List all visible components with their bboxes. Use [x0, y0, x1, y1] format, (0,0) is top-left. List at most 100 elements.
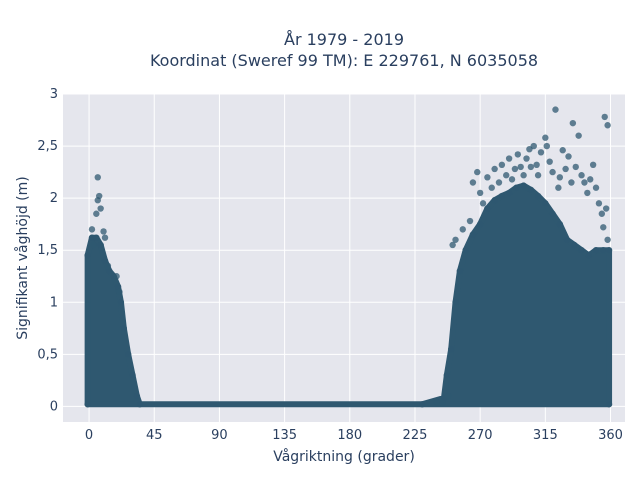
scatter-point: [106, 267, 113, 275]
scatter-point: [511, 165, 519, 173]
scatter-point: [474, 168, 481, 176]
scatter-point: [572, 163, 579, 171]
scatter-point: [520, 172, 527, 179]
scatter-point: [585, 252, 592, 259]
x-tick-label: 90: [211, 428, 228, 443]
scatter-point: [571, 241, 578, 249]
scatter-point: [419, 401, 426, 408]
x-tick-label: 45: [146, 428, 163, 443]
scatter-point: [520, 182, 527, 189]
scatter-point: [469, 231, 477, 238]
scatter-point: [445, 392, 452, 400]
scatter-point: [97, 241, 104, 249]
scatter-point: [556, 174, 564, 181]
scatter-point: [605, 246, 613, 254]
scatter-point: [439, 400, 446, 407]
scatter-point: [114, 283, 122, 290]
scatter-point: [476, 220, 484, 228]
scatter-point: [543, 142, 550, 150]
y-tick-label: 0: [50, 399, 58, 414]
scatter-point: [604, 236, 611, 243]
scatter-point: [542, 134, 549, 141]
scatter-point: [602, 205, 610, 212]
scatter-point: [120, 325, 128, 332]
scatter-point: [562, 165, 569, 173]
scatter-point: [546, 158, 553, 165]
scatter-point: [505, 189, 513, 197]
y-axis-title: Signifikant våghöjd (m): [14, 176, 31, 339]
scatter-point: [505, 155, 513, 162]
scatter-point: [514, 151, 522, 158]
scatter-point: [513, 184, 520, 191]
scatter-point: [549, 168, 556, 176]
chart-title-line2: Koordinat (Sweref 99 TM): E 229761, N 60…: [150, 51, 538, 70]
scatter-point: [90, 241, 97, 249]
scatter-point: [447, 345, 455, 353]
scatter-point: [589, 161, 597, 169]
scatter-point: [124, 351, 132, 358]
scatter-point: [559, 147, 566, 154]
x-tick-label: 135: [272, 428, 297, 443]
x-tick-label: 270: [468, 428, 493, 443]
scatter-point: [456, 267, 464, 275]
data-points: [84, 106, 613, 408]
scatter-point: [508, 176, 516, 183]
scatter-point: [542, 200, 549, 207]
scatter-point: [503, 172, 510, 179]
scatter-point: [498, 192, 506, 200]
scatter-point: [581, 179, 588, 186]
scatter-point: [476, 189, 484, 197]
y-tick-label: 1,5: [37, 243, 58, 258]
y-tick-label: 1: [50, 295, 58, 310]
scatter-point: [565, 153, 572, 160]
scatter-point: [592, 246, 600, 254]
scatter-point: [93, 210, 100, 217]
scatter-point: [584, 189, 591, 197]
scatter-point: [452, 299, 459, 306]
scatter-point: [537, 149, 545, 156]
scatter-point: [534, 172, 542, 179]
scatter-point: [592, 184, 600, 191]
chart-title-line1: År 1979 - 2019: [284, 30, 404, 49]
scatter-point: [523, 155, 530, 162]
y-tick-label: 0,5: [37, 347, 58, 362]
scatter-point: [495, 179, 503, 186]
scatter-point: [449, 241, 456, 249]
tick-labels: 0 45 90 135 180 225 270 315 360 0 0,5 1 1,5 2 2,5 3: [37, 87, 623, 443]
scatter-point: [569, 119, 577, 127]
scatter-point: [527, 186, 535, 193]
scatter-point: [484, 205, 491, 212]
y-tick-label: 2,5: [37, 139, 58, 154]
scatter-point: [469, 179, 477, 186]
scatter-point: [556, 220, 564, 228]
scatter-point: [578, 246, 585, 254]
x-tick-label: 180: [337, 428, 362, 443]
y-tick-label: 3: [50, 87, 58, 102]
scatter-point: [116, 288, 123, 296]
scatter-point: [100, 228, 107, 235]
scatter-point: [88, 226, 96, 233]
scatter-point: [117, 299, 125, 306]
scatter-point: [549, 210, 556, 217]
scatter-point: [101, 257, 109, 264]
scatter-point: [133, 392, 141, 400]
scatter-point: [452, 236, 459, 243]
scatter-point: [94, 174, 101, 181]
scatter-point: [568, 179, 575, 186]
x-tick-label: 315: [533, 428, 558, 443]
scatter-point: [534, 192, 542, 200]
scatter-point: [101, 234, 109, 241]
scatter-point: [604, 122, 611, 129]
scatter-point: [527, 163, 535, 171]
scatter-point: [498, 161, 506, 169]
x-tick-label: 225: [403, 428, 428, 443]
scatter-point: [555, 184, 562, 191]
x-tick-label: 0: [85, 428, 93, 443]
scatter-point: [491, 197, 498, 204]
scatter-point: [97, 205, 104, 212]
y-tick-label: 2: [50, 191, 58, 206]
scatter-point: [466, 217, 474, 225]
scatter-point: [484, 174, 491, 181]
scatter-point: [530, 142, 537, 150]
